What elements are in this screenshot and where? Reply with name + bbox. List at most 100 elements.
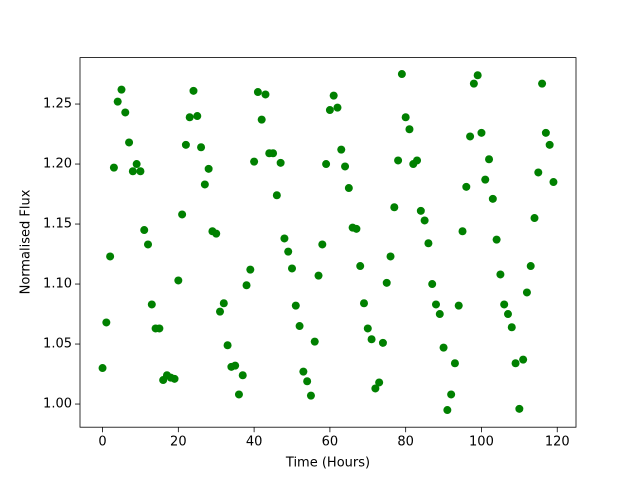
point: [428, 280, 437, 289]
point: [325, 106, 334, 115]
point: [526, 262, 535, 271]
point: [113, 97, 122, 106]
y-tick-label: 1.20: [43, 157, 72, 172]
point: [250, 157, 259, 166]
point: [269, 149, 278, 158]
point: [454, 301, 463, 310]
point: [185, 113, 194, 122]
point: [375, 378, 384, 387]
point: [178, 210, 187, 219]
point: [242, 281, 251, 290]
point: [341, 162, 350, 171]
point: [291, 301, 300, 310]
point: [197, 143, 206, 152]
y-tick-label: 1.25: [43, 97, 72, 112]
x-tick-label: 0: [98, 435, 106, 450]
point: [359, 299, 368, 308]
point: [174, 276, 183, 285]
point: [530, 214, 539, 223]
point: [181, 140, 190, 149]
point: [238, 371, 247, 380]
point: [363, 324, 372, 333]
point: [204, 164, 213, 173]
point: [333, 103, 342, 112]
x-tick-label: 40: [246, 435, 263, 450]
point: [200, 180, 209, 189]
point: [318, 240, 327, 249]
point: [492, 235, 501, 244]
point: [295, 322, 304, 331]
point: [488, 194, 497, 203]
point: [306, 391, 315, 400]
point: [458, 227, 467, 236]
point: [314, 271, 323, 280]
point: [435, 310, 444, 319]
point: [125, 138, 134, 147]
point: [128, 167, 137, 176]
point: [144, 240, 153, 249]
point: [413, 156, 422, 165]
point: [390, 203, 399, 212]
point: [216, 307, 225, 316]
point: [121, 108, 130, 117]
point: [466, 132, 475, 141]
x-tick-label: 20: [170, 435, 187, 450]
point: [420, 216, 429, 225]
point: [272, 191, 281, 200]
point: [109, 163, 118, 172]
y-axis-label: Normalised Flux: [19, 189, 34, 294]
point: [477, 128, 486, 137]
point: [534, 168, 543, 177]
point: [431, 300, 440, 309]
point: [507, 323, 516, 332]
point: [416, 206, 425, 215]
point: [473, 71, 482, 80]
point: [276, 158, 285, 167]
point: [106, 252, 115, 261]
point: [503, 310, 512, 319]
point: [511, 359, 520, 368]
point: [257, 115, 266, 124]
point: [541, 128, 550, 137]
point: [322, 160, 331, 169]
point: [102, 318, 111, 327]
point: [310, 337, 319, 346]
point: [515, 404, 524, 413]
x-tick-label: 80: [397, 435, 414, 450]
point: [234, 390, 243, 399]
x-tick-label: 120: [545, 435, 570, 450]
point: [337, 145, 346, 154]
point: [147, 300, 156, 309]
point: [284, 247, 293, 256]
x-axis-label: Time (Hours): [285, 456, 370, 471]
point: [447, 390, 456, 399]
point: [329, 91, 338, 100]
point: [382, 278, 391, 287]
point: [219, 299, 228, 308]
y-tick-label: 1.05: [43, 337, 72, 352]
point: [519, 355, 528, 364]
point: [212, 229, 221, 238]
point: [136, 167, 145, 176]
point: [394, 156, 403, 165]
point: [344, 184, 353, 193]
point: [288, 264, 297, 273]
point: [549, 178, 558, 187]
point: [439, 343, 448, 352]
point: [253, 88, 262, 97]
point: [443, 406, 452, 415]
point: [496, 270, 505, 279]
point: [223, 341, 232, 350]
point: [117, 85, 126, 94]
point: [352, 224, 361, 233]
point: [261, 90, 270, 99]
point: [170, 374, 179, 383]
plot-frame: [79, 57, 577, 428]
point: [246, 265, 255, 274]
point: [280, 234, 289, 243]
point: [538, 79, 547, 88]
point: [485, 155, 494, 164]
point: [401, 113, 410, 122]
